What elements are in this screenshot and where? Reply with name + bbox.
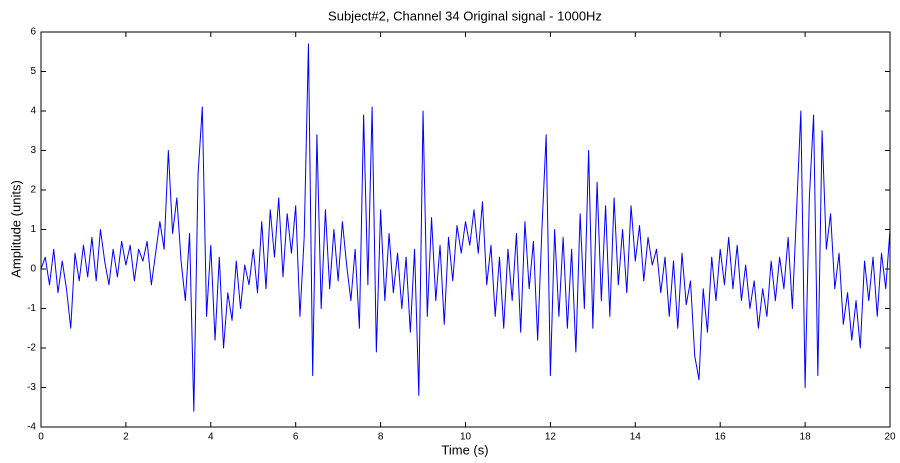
y-tick-label: 4 bbox=[30, 106, 36, 117]
plot-frame bbox=[40, 31, 891, 428]
y-tick-label: 0 bbox=[30, 264, 36, 275]
x-tick-label: 14 bbox=[630, 432, 642, 443]
y-axis-label: Amplitude (units) bbox=[8, 180, 23, 278]
y-tick-label: -3 bbox=[27, 382, 36, 393]
chart-title: Subject#2, Channel 34 Original signal - … bbox=[328, 8, 602, 23]
x-tick-label: 12 bbox=[545, 432, 557, 443]
x-tick-label: 2 bbox=[123, 432, 129, 443]
y-tick-label: 5 bbox=[30, 66, 36, 77]
y-tick-label: 1 bbox=[30, 224, 36, 235]
x-tick-label: 18 bbox=[800, 432, 812, 443]
y-tick-label: -2 bbox=[27, 343, 36, 354]
x-tick-label: 4 bbox=[208, 432, 214, 443]
signal-line bbox=[40, 43, 891, 412]
y-tick-label: 2 bbox=[30, 185, 36, 196]
y-tick-label: -1 bbox=[27, 303, 36, 314]
x-tick-label: 8 bbox=[378, 432, 384, 443]
x-tick-label: 0 bbox=[38, 432, 44, 443]
x-tick-label: 20 bbox=[884, 432, 896, 443]
y-tick-label: 3 bbox=[30, 145, 36, 156]
x-axis-label: Time (s) bbox=[441, 442, 488, 457]
x-tick-label: 6 bbox=[293, 432, 299, 443]
x-tick-label: 10 bbox=[460, 432, 472, 443]
x-tick-label: 16 bbox=[715, 432, 727, 443]
y-tick-label: -4 bbox=[27, 422, 36, 433]
y-tick-label: 6 bbox=[30, 27, 36, 38]
